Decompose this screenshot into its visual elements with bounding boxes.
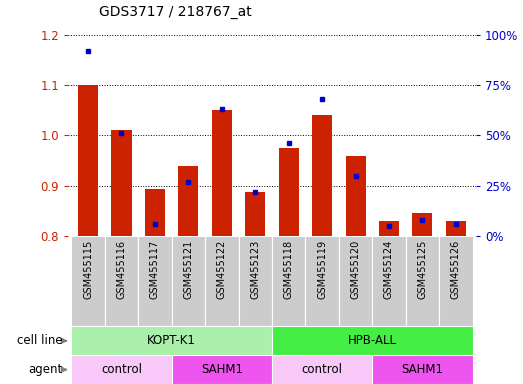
Bar — [212, 110, 232, 236]
Bar — [372, 236, 406, 326]
Bar — [71, 236, 105, 326]
Text: HPB-ALL: HPB-ALL — [348, 334, 397, 347]
Text: GSM455124: GSM455124 — [384, 240, 394, 299]
Bar — [272, 236, 305, 326]
Bar — [238, 236, 272, 326]
Text: GDS3717 / 218767_at: GDS3717 / 218767_at — [99, 5, 252, 19]
Text: GSM455119: GSM455119 — [317, 240, 327, 299]
Text: GSM455120: GSM455120 — [350, 240, 360, 299]
Bar — [172, 355, 272, 384]
Bar — [372, 355, 473, 384]
Bar — [172, 236, 205, 326]
Bar — [413, 214, 433, 236]
Bar — [138, 236, 172, 326]
Bar — [346, 156, 366, 236]
Text: GSM455121: GSM455121 — [184, 240, 194, 299]
Text: cell line: cell line — [17, 334, 63, 347]
Bar — [105, 236, 138, 326]
Bar — [78, 85, 98, 236]
Text: SAHM1: SAHM1 — [201, 363, 243, 376]
Text: GSM455118: GSM455118 — [283, 240, 294, 299]
Text: GSM455122: GSM455122 — [217, 240, 227, 299]
Bar — [245, 192, 265, 236]
Bar — [145, 189, 165, 236]
Text: SAHM1: SAHM1 — [402, 363, 444, 376]
Text: GSM455123: GSM455123 — [250, 240, 260, 299]
Bar — [272, 355, 372, 384]
Bar — [71, 326, 272, 355]
Bar — [439, 236, 473, 326]
Bar — [279, 148, 299, 236]
Text: GSM455115: GSM455115 — [83, 240, 93, 299]
Text: control: control — [101, 363, 142, 376]
Text: GSM455125: GSM455125 — [417, 240, 427, 299]
Text: control: control — [302, 363, 343, 376]
Bar — [205, 236, 238, 326]
Text: GSM455116: GSM455116 — [117, 240, 127, 299]
Bar — [305, 236, 339, 326]
Bar — [406, 236, 439, 326]
Bar — [111, 130, 131, 236]
Text: KOPT-K1: KOPT-K1 — [147, 334, 196, 347]
Bar — [71, 355, 172, 384]
Bar — [339, 236, 372, 326]
Bar — [312, 115, 332, 236]
Bar — [178, 166, 198, 236]
Bar — [446, 221, 466, 236]
Text: agent: agent — [29, 363, 63, 376]
Bar — [379, 221, 399, 236]
Bar — [272, 326, 473, 355]
Text: GSM455126: GSM455126 — [451, 240, 461, 299]
Text: GSM455117: GSM455117 — [150, 240, 160, 299]
